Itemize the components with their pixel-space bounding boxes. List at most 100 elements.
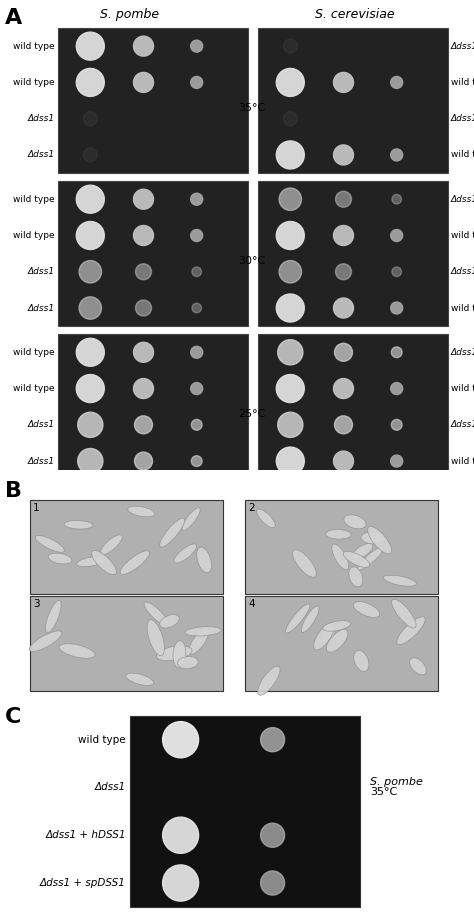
Text: wild type: wild type (78, 735, 126, 745)
Circle shape (76, 185, 104, 213)
Circle shape (191, 41, 203, 53)
Bar (245, 597, 438, 692)
Ellipse shape (126, 673, 154, 685)
Bar (30, 597, 223, 692)
Ellipse shape (332, 544, 349, 570)
Text: wild type: wild type (13, 348, 55, 357)
Circle shape (334, 379, 354, 398)
Ellipse shape (160, 518, 185, 547)
Ellipse shape (48, 553, 72, 564)
Circle shape (276, 294, 304, 322)
Ellipse shape (397, 617, 425, 644)
Text: wild type: wild type (13, 195, 55, 204)
Ellipse shape (349, 567, 363, 586)
Ellipse shape (285, 604, 310, 633)
Circle shape (334, 73, 354, 92)
Circle shape (391, 383, 403, 395)
Circle shape (334, 226, 354, 245)
Circle shape (391, 77, 403, 89)
Text: Δdss1: Δdss1 (28, 420, 55, 430)
Circle shape (163, 817, 199, 854)
Text: B: B (5, 480, 22, 501)
Circle shape (335, 416, 353, 434)
Circle shape (334, 298, 354, 318)
Circle shape (261, 871, 284, 895)
Ellipse shape (128, 506, 155, 517)
Text: Δdss1: Δdss1 (28, 114, 55, 124)
Circle shape (191, 230, 203, 242)
Ellipse shape (354, 650, 369, 671)
Text: Δdss1: Δdss1 (95, 783, 126, 793)
Circle shape (163, 722, 199, 758)
Text: C: C (5, 707, 21, 727)
Text: Δdss1: Δdss1 (451, 41, 474, 51)
Circle shape (135, 452, 153, 470)
Circle shape (76, 68, 104, 97)
Text: wild type: wild type (451, 384, 474, 393)
Circle shape (278, 339, 303, 365)
Circle shape (191, 420, 202, 431)
Circle shape (191, 194, 203, 206)
Circle shape (391, 149, 403, 161)
Ellipse shape (189, 628, 209, 655)
Ellipse shape (64, 521, 93, 529)
Text: wild type: wild type (451, 150, 474, 160)
Ellipse shape (326, 529, 351, 539)
Circle shape (276, 374, 304, 403)
Circle shape (392, 195, 401, 204)
Circle shape (136, 264, 152, 279)
Text: Δdss1 + spDSS1: Δdss1 + spDSS1 (40, 878, 126, 888)
Ellipse shape (156, 645, 192, 661)
Bar (30, 500, 223, 595)
Circle shape (76, 338, 104, 366)
Circle shape (191, 77, 203, 89)
Text: 35°C: 35°C (370, 787, 397, 798)
Circle shape (83, 148, 97, 162)
Ellipse shape (323, 621, 351, 632)
Circle shape (283, 39, 297, 53)
Text: 1: 1 (33, 502, 40, 513)
Ellipse shape (185, 627, 221, 636)
Circle shape (276, 68, 304, 97)
Ellipse shape (160, 615, 179, 628)
Ellipse shape (368, 526, 392, 554)
Circle shape (392, 347, 402, 358)
Ellipse shape (344, 514, 366, 529)
Text: Δdss1: Δdss1 (451, 420, 474, 430)
Ellipse shape (314, 623, 334, 650)
Text: wild type: wild type (451, 303, 474, 313)
Text: Δdss1: Δdss1 (451, 348, 474, 357)
Text: Δdss1: Δdss1 (28, 456, 55, 466)
Bar (258, 181, 448, 326)
Text: 30°C: 30°C (238, 256, 265, 266)
Circle shape (134, 226, 154, 245)
Text: wild type: wild type (451, 78, 474, 87)
Circle shape (163, 865, 199, 901)
Bar (245, 500, 438, 595)
Circle shape (276, 447, 304, 475)
Circle shape (136, 300, 152, 316)
Ellipse shape (301, 606, 319, 632)
Circle shape (79, 297, 101, 319)
Text: Δdss1 + hDSS1: Δdss1 + hDSS1 (46, 830, 126, 840)
Circle shape (392, 420, 402, 431)
Ellipse shape (144, 602, 169, 626)
Ellipse shape (147, 620, 164, 656)
Ellipse shape (182, 508, 200, 530)
Circle shape (76, 374, 104, 403)
Ellipse shape (351, 543, 373, 560)
Ellipse shape (173, 641, 186, 668)
Ellipse shape (91, 550, 116, 574)
Circle shape (83, 112, 97, 125)
Ellipse shape (292, 550, 316, 577)
Ellipse shape (197, 547, 211, 573)
Bar (58, 28, 248, 173)
Ellipse shape (410, 657, 426, 675)
Bar (130, 715, 360, 907)
Circle shape (192, 303, 201, 313)
Text: Δdss1: Δdss1 (28, 267, 55, 277)
Circle shape (279, 188, 301, 210)
Text: wild type: wild type (13, 231, 55, 240)
Ellipse shape (36, 536, 64, 552)
Text: wild type: wild type (451, 456, 474, 466)
